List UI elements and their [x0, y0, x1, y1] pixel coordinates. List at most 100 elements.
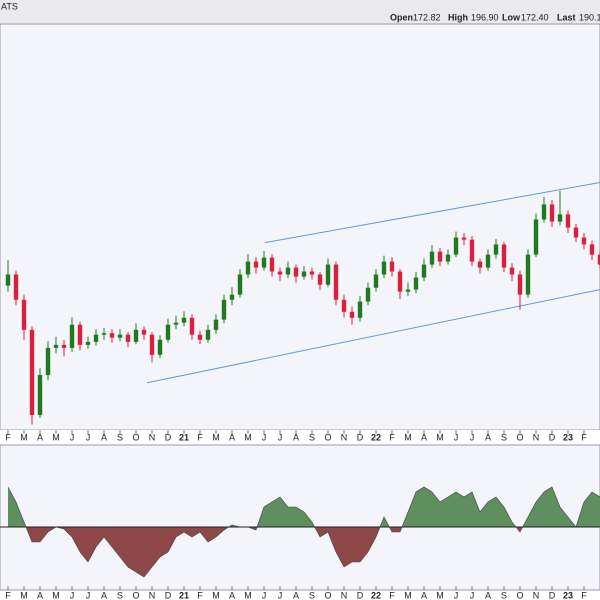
candle-body [429, 251, 435, 265]
candle-body [125, 334, 131, 342]
candle-body [45, 347, 51, 375]
candle-body [5, 274, 11, 286]
candle-body [589, 244, 595, 255]
candle-body [205, 329, 211, 340]
candle-body [21, 299, 27, 330]
x-tick-label: A [421, 590, 427, 600]
axis-band [0, 430, 600, 445]
candle-body [333, 264, 339, 300]
x-tick-label: J [70, 590, 75, 600]
candle-body [197, 334, 203, 340]
candle-body [181, 317, 187, 323]
x-tick-label: A [37, 590, 43, 600]
candle-body [157, 339, 163, 355]
indicator-plot [0, 486, 600, 578]
candle-body [309, 271, 315, 275]
candle-body [77, 324, 83, 345]
candle-body [101, 333, 107, 335]
quote-value: 196.90 [471, 12, 499, 22]
candle-body [549, 204, 555, 222]
x-tick-label: 22 [371, 590, 381, 600]
x-tick-label: M [404, 432, 412, 442]
quote-value: 172.40 [521, 12, 549, 22]
candle-body [397, 271, 403, 292]
x-tick-label: J [262, 432, 267, 442]
candle-body [485, 254, 491, 268]
candle-body [173, 322, 179, 325]
price-plot [5, 181, 600, 425]
x-tick-label: O [516, 432, 523, 442]
x-tick-label: S [117, 590, 123, 600]
quote-value: 172.82 [413, 12, 441, 22]
x-tick-label: N [533, 590, 540, 600]
candle-body [149, 334, 155, 355]
x-tick-label: M [52, 590, 60, 600]
quote-label: Low [502, 12, 521, 22]
candle-body [69, 324, 75, 348]
x-tick-label: 23 [563, 432, 573, 442]
x-tick-label: J [470, 590, 475, 600]
candle-body [501, 244, 507, 268]
x-tick-label: J [262, 590, 267, 600]
x-tick-label: M [244, 590, 252, 600]
x-tick-label: S [309, 432, 315, 442]
x-tick-label: 22 [371, 432, 381, 442]
x-tick-label: F [389, 590, 395, 600]
x-tick-label: J [454, 432, 459, 442]
quote-label: Last [557, 12, 576, 22]
candle-body [189, 317, 195, 335]
quote-label: High [448, 12, 468, 22]
x-tick-label: A [293, 432, 299, 442]
candle-body [285, 267, 291, 275]
x-tick-label: D [549, 432, 556, 442]
x-tick-label: A [485, 432, 491, 442]
candle-body [253, 261, 259, 268]
candle-body [493, 244, 499, 255]
x-tick-label: N [149, 432, 156, 442]
candle-body [389, 261, 395, 272]
negative-area [8, 527, 600, 577]
trend-line [146, 289, 600, 384]
x-tick-label: A [485, 590, 491, 600]
candle-body [541, 204, 547, 220]
x-tick-label: O [324, 590, 331, 600]
x-tick-label: O [132, 590, 139, 600]
x-tick-label: J [278, 432, 283, 442]
x-tick-label: F [197, 432, 203, 442]
x-tick-label: M [244, 432, 252, 442]
x-tick-label: A [101, 590, 107, 600]
candle-body [277, 271, 283, 275]
candle-body [381, 261, 387, 275]
candle-body [53, 344, 59, 348]
x-tick-label: A [37, 432, 43, 442]
x-tick-label: D [357, 432, 364, 442]
x-tick-label: J [86, 590, 91, 600]
candle-body [165, 324, 171, 340]
candle-body [93, 334, 99, 342]
x-tick-label: 21 [179, 590, 189, 600]
candle-body [413, 277, 419, 290]
candle-body [573, 227, 579, 238]
candle-body [349, 311, 355, 318]
candle-body [293, 267, 299, 277]
x-tick-label: A [421, 432, 427, 442]
x-tick-label: O [324, 432, 331, 442]
candle-body [453, 237, 459, 255]
candle-body [597, 254, 600, 265]
candle-body [301, 271, 307, 277]
candle-body [517, 274, 523, 295]
x-tick-label: D [165, 590, 172, 600]
x-tick-label: J [278, 590, 283, 600]
candle-body [341, 299, 347, 312]
candle-body [85, 341, 91, 345]
candle-body [437, 251, 443, 262]
x-tick-label: F [581, 590, 587, 600]
candle-body [405, 289, 411, 292]
x-tick-label: D [549, 590, 556, 600]
price-panel [0, 23, 600, 431]
header-bar [0, 0, 600, 24]
x-tick-label: F [581, 432, 587, 442]
x-tick-label: S [117, 432, 123, 442]
x-tick-label: 23 [563, 590, 573, 600]
